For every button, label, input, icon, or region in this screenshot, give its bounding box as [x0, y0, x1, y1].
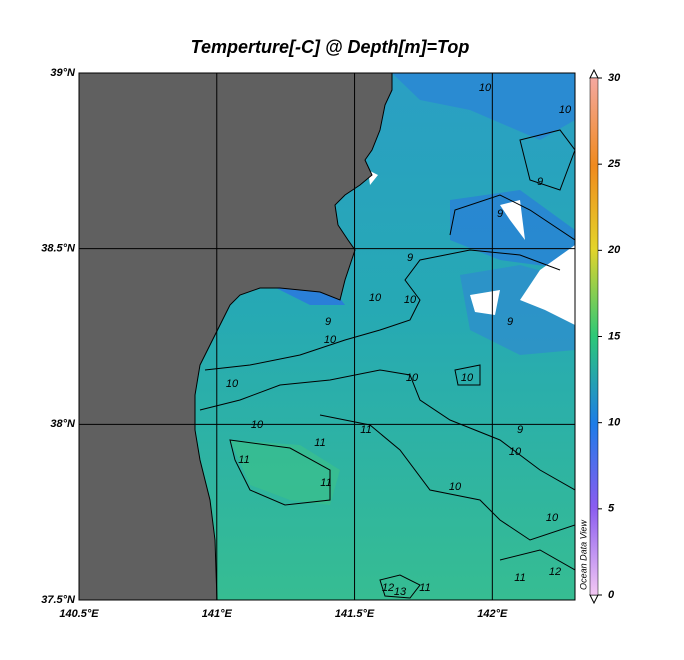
contour-label: 10: [479, 82, 492, 94]
contour-label: 9: [407, 252, 413, 264]
contour-label: 11: [320, 477, 331, 489]
contour-label: 11: [514, 572, 525, 584]
cold-patch: [392, 73, 575, 140]
x-tick-label: 141.5°E: [335, 608, 375, 620]
contours: [199, 129, 575, 599]
map-area: 10 10 9 9 9 10 10 9 10 9 10 10 10 10 9 11 11 10 11 11 10 10 12…: [79, 73, 575, 600]
contour-label: 9: [537, 176, 543, 188]
contour-label: 11: [419, 582, 430, 594]
contour-label: 9: [325, 316, 331, 328]
contour-label: 13: [394, 586, 407, 598]
contour-label: 10: [559, 104, 572, 116]
contour-label: 11: [238, 454, 249, 466]
warm-patch: [230, 440, 340, 505]
contour-label: 10: [449, 481, 462, 493]
x-tick-label: 141°E: [202, 608, 233, 620]
contour-label: 10: [251, 419, 264, 431]
contour-label: 10: [509, 446, 522, 458]
x-tick-label: 142°E: [477, 608, 508, 620]
x-tick-label: 140.5°E: [59, 608, 99, 620]
y-tick-label: 37.5°N: [41, 594, 76, 606]
frame: [78, 72, 576, 601]
y-tick-label: 38.5°N: [41, 243, 76, 255]
contour-label: 10: [406, 372, 419, 384]
contour-label: 11: [314, 437, 325, 449]
contour-label: 10: [404, 294, 417, 306]
colorbar-tick-label: 25: [607, 158, 621, 170]
contour-label: 9: [507, 316, 513, 328]
land: [79, 73, 393, 600]
contour-label: 10: [324, 334, 337, 346]
title: Temperture[-C] @ Depth[m]=Top: [191, 37, 470, 57]
y-tick-label: 39°N: [50, 67, 76, 79]
colorbar-tick-label: 15: [608, 330, 621, 342]
colorbar-tick-label: 30: [608, 72, 621, 84]
contour-label: 9: [497, 208, 503, 220]
contour-label: 10: [369, 292, 382, 304]
colorbar-tick-label: 20: [607, 244, 621, 256]
contour-label: 12: [549, 566, 561, 578]
contour-label: 10: [461, 372, 474, 384]
contour-label: 10: [546, 512, 559, 524]
contour-label: 12: [382, 582, 394, 594]
watermark: Ocean Data View: [578, 520, 588, 590]
contour-label: 11: [360, 424, 371, 436]
contour-label: 10: [226, 378, 239, 390]
colorbar-tick-label: 0: [608, 589, 615, 601]
contour-labels: 10 10 9 9 9 10 10 9 10 9 10 10 10 10 9 11 11 10 11 11 10 10 12…: [226, 82, 572, 598]
contour-label: 9: [517, 424, 523, 436]
colorbar: [589, 77, 599, 596]
cold-patch: [450, 190, 575, 270]
no-data: [368, 170, 575, 325]
y-tick-label: 38°N: [50, 418, 76, 430]
colorbar-tick-label: 10: [608, 417, 621, 429]
colorbar-tick-label: 5: [608, 503, 615, 515]
